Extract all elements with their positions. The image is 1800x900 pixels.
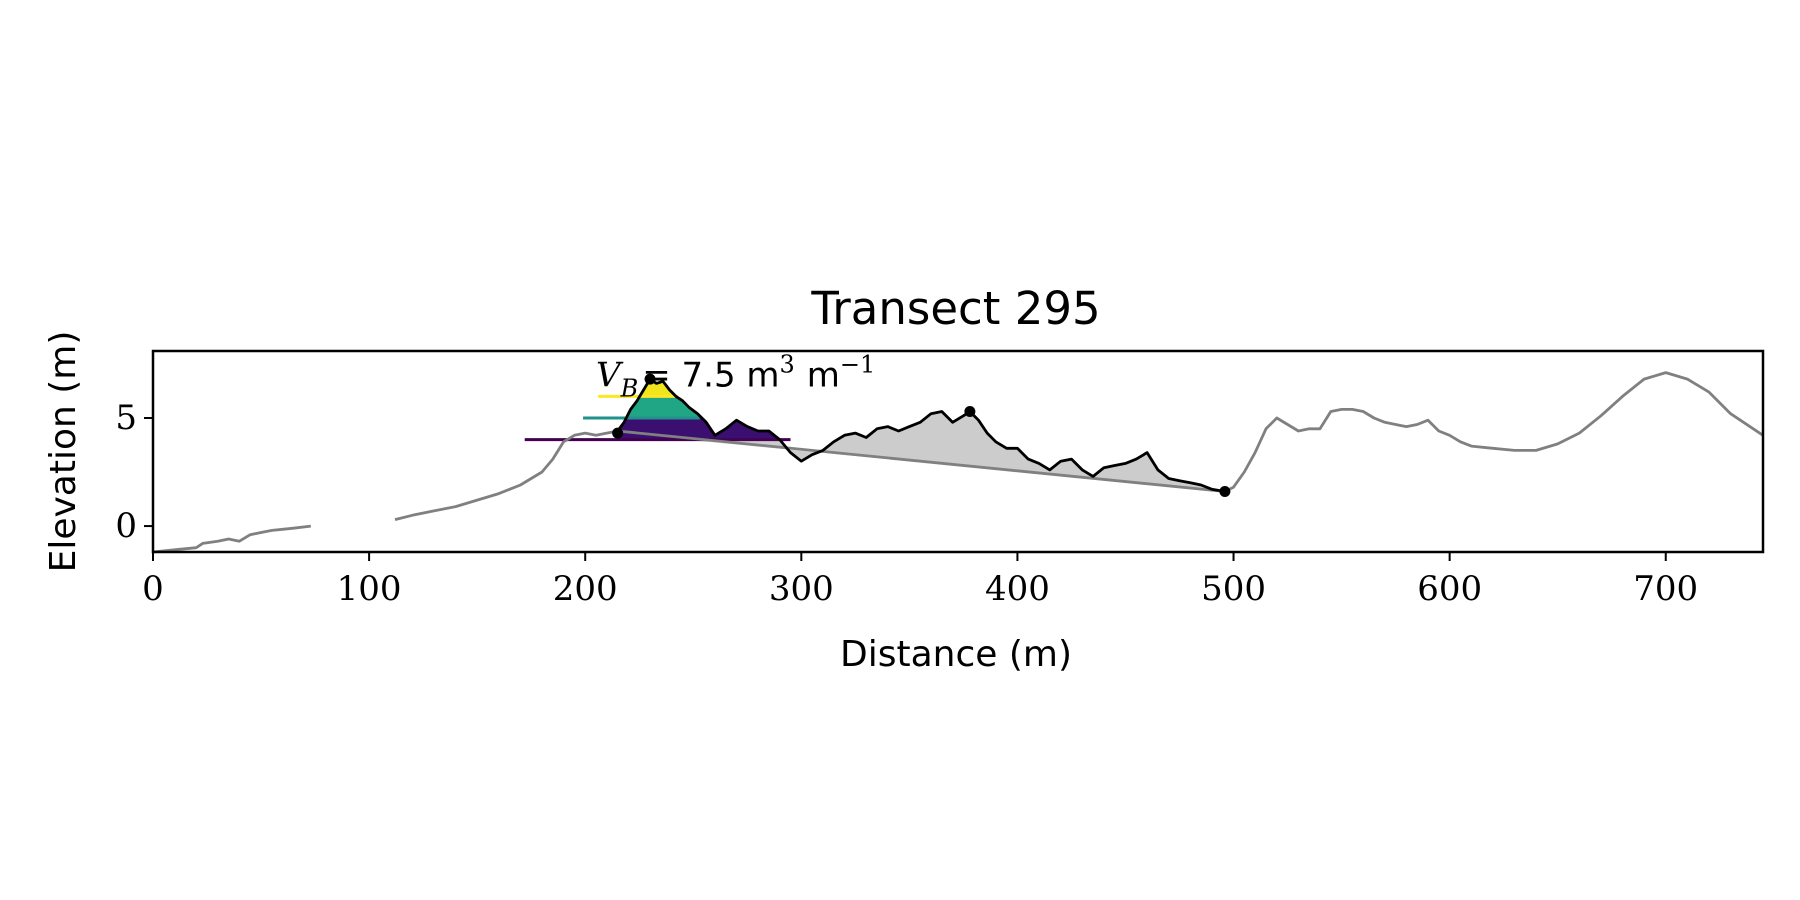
annotation-symbol: V: [596, 356, 624, 396]
volume-fill: [617, 379, 1225, 492]
y-tick-label-0: 0: [115, 506, 137, 546]
annotation-unit: m: [807, 356, 840, 396]
plot-area: [152, 371, 1764, 554]
x-tick-label-0: 0: [142, 569, 164, 609]
x-tick-label-700: 700: [1633, 569, 1698, 609]
annotation-text: = 7.5 m: [642, 356, 779, 396]
marker-2: [644, 373, 656, 385]
y-tick-label-5: 5: [115, 398, 137, 438]
x-tick-label-200: 200: [553, 569, 618, 609]
x-axis: 0 100 200 300 400 500 600 700: [142, 552, 1698, 609]
marker-3: [964, 406, 976, 418]
x-axis-label: Distance (m): [840, 634, 1072, 675]
x-tick-label-500: 500: [1201, 569, 1266, 609]
chart-title: Transect 295: [810, 282, 1100, 335]
x-tick-label-400: 400: [985, 569, 1050, 609]
annotation-sup-2: −1: [840, 351, 875, 379]
axes-frame: [151, 349, 1765, 554]
marker-4: [1219, 485, 1231, 497]
annotation-subscript: B: [620, 375, 639, 403]
series-dune: [616, 377, 1226, 493]
y-axis: 05: [115, 398, 153, 546]
x-tick-label-300: 300: [769, 569, 834, 609]
x-tick-label-600: 600: [1417, 569, 1482, 609]
series-profile-left: [152, 524, 311, 554]
annotation-sup-1: 3: [780, 351, 795, 379]
y-axis-label: Elevation (m): [43, 331, 84, 573]
volume-annotation: VB = 7.5 m3 m−1: [596, 351, 875, 403]
x-tick-label-100: 100: [337, 569, 402, 609]
marker-1: [612, 427, 624, 439]
series-profile-right: [394, 371, 1764, 521]
